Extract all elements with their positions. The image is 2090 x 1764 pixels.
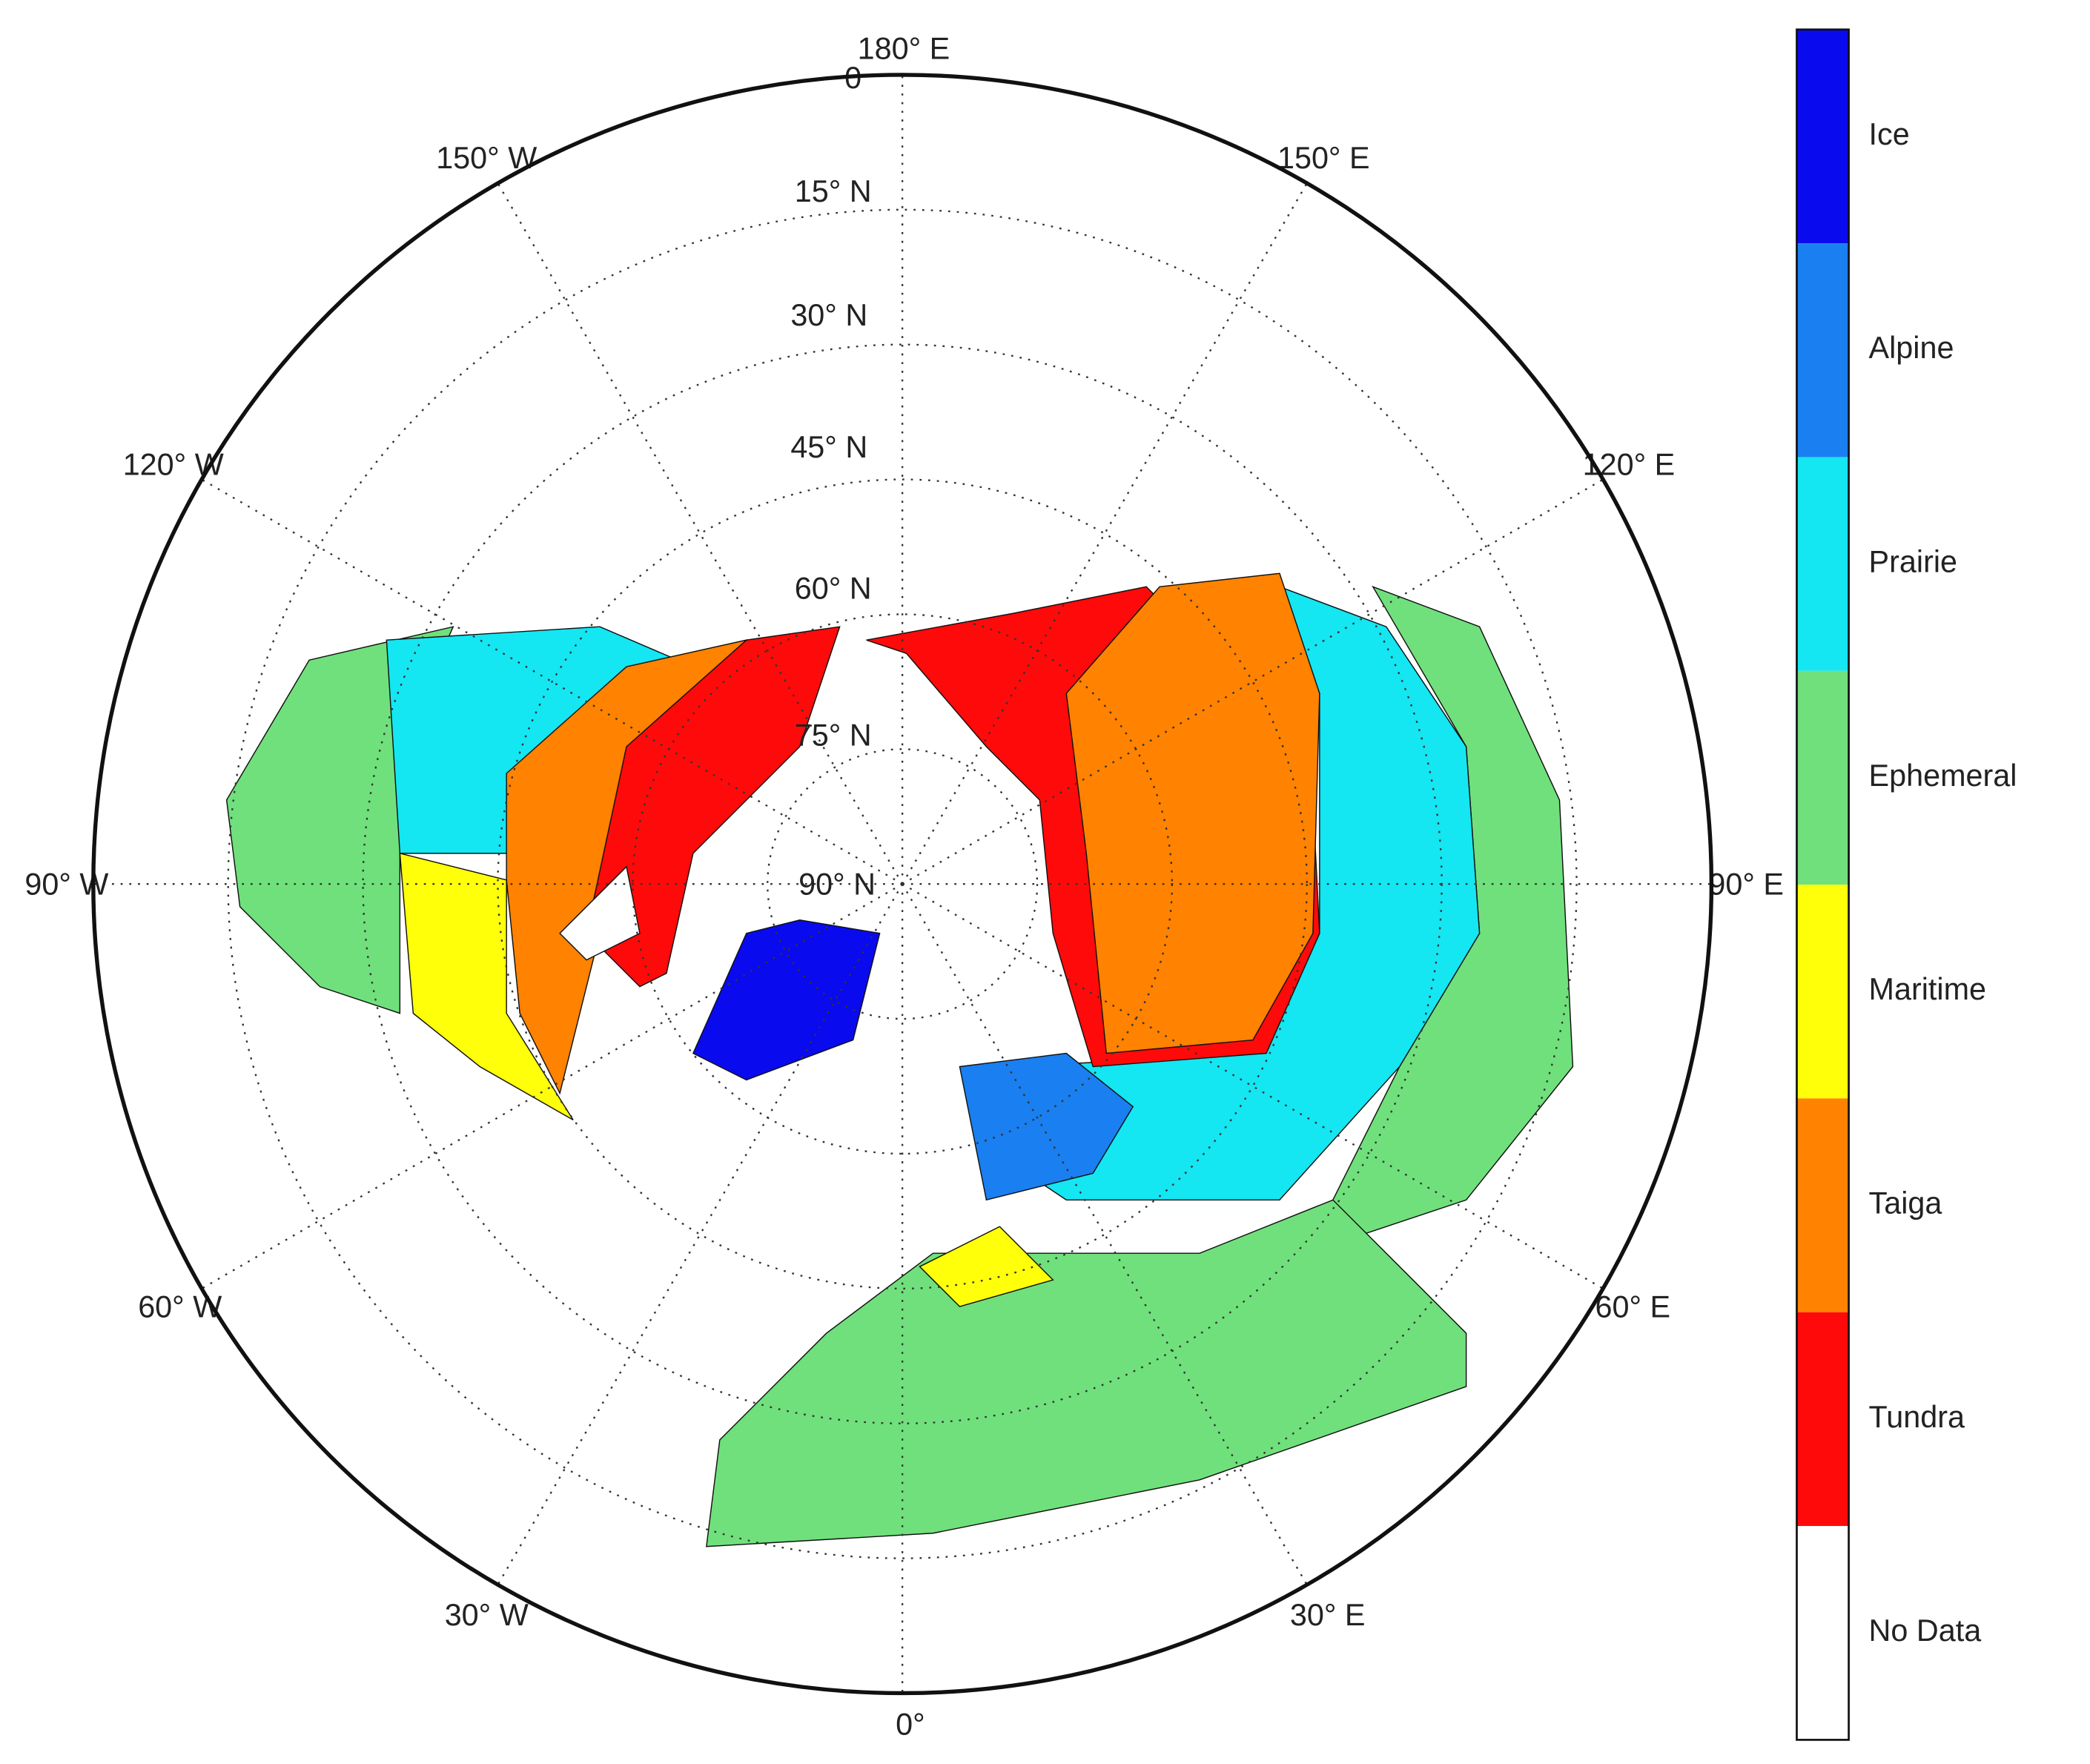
land-region	[692, 919, 881, 1081]
colorbar-swatch	[1796, 29, 1849, 244]
land-region	[919, 1226, 1054, 1307]
colorbar-swatch	[1796, 885, 1849, 1099]
longitude-label: 90° E	[1708, 868, 1784, 902]
legend-label: Ice	[1869, 117, 1910, 151]
longitude-label: 30° E	[1290, 1598, 1366, 1632]
longitude-label: 60° W	[138, 1290, 222, 1324]
latitude-label: 90° N	[798, 868, 876, 902]
land-region	[586, 626, 841, 988]
legend-label: Taiga	[1869, 1186, 1942, 1220]
longitude-label: 120° W	[123, 447, 224, 481]
longitude-label: 0°	[896, 1707, 925, 1741]
latitude-circle	[227, 208, 1578, 1559]
legend-label: Maritime	[1869, 972, 1986, 1006]
legend-label: No Data	[1869, 1613, 1982, 1648]
land-cover	[225, 572, 1574, 1547]
latitude-label: 75° N	[795, 718, 872, 752]
colorbar-swatch	[1796, 1312, 1849, 1527]
graticule-labels: 180° E 150° E 120° E 90° E 60° E 30° E 0° 30° W…	[24, 31, 1784, 1741]
land-region	[706, 1199, 1467, 1547]
colorbar-swatch	[1796, 243, 1849, 457]
latitude-label: 60° N	[795, 572, 872, 606]
land-region	[1065, 572, 1320, 1054]
longitude-label: 180° E	[858, 31, 950, 65]
land-region	[559, 865, 641, 961]
legend-label: Tundra	[1869, 1400, 1965, 1434]
longitude-label: 120° E	[1583, 447, 1676, 481]
colorbar-swatch	[1796, 457, 1849, 671]
legend-label: Prairie	[1869, 545, 1957, 579]
longitude-label: 150° E	[1277, 141, 1370, 175]
longitude-label: 30° W	[445, 1598, 529, 1632]
land-region	[959, 1052, 1134, 1201]
latitude-circle	[497, 478, 1308, 1290]
map-frame	[91, 73, 1714, 1696]
longitude-label: 60° E	[1595, 1290, 1671, 1324]
colorbar-swatch	[1796, 1526, 1849, 1740]
latitude-label: 45° N	[790, 430, 867, 464]
colorbar: Ice Alpine Prairie Ephemeral Maritime Taiga Tu…	[1796, 28, 2017, 1741]
legend-label: Alpine	[1869, 331, 1954, 365]
colorbar-frame	[1796, 28, 1850, 1741]
latitude-circle	[362, 343, 1443, 1424]
latitude-label: 15° N	[795, 174, 872, 208]
longitude-label: 90° W	[24, 868, 108, 902]
latitude-label: 30° N	[790, 298, 867, 332]
colorbar-swatch	[1796, 670, 1849, 885]
colorbar-swatch	[1796, 1098, 1849, 1312]
legend-label: Ephemeral	[1869, 759, 2017, 793]
